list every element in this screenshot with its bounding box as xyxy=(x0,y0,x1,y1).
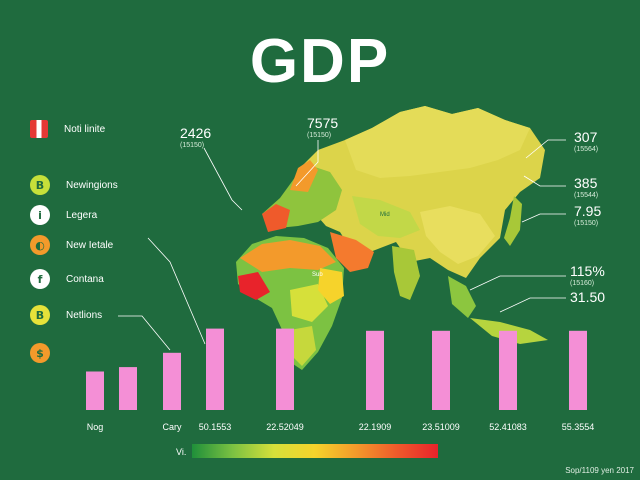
bar-category-label: 52.41083 xyxy=(489,422,527,432)
bar xyxy=(206,328,224,410)
color-scale-label: Vi. xyxy=(176,447,187,457)
india-region xyxy=(392,246,420,300)
legend-item: f Contana xyxy=(30,268,104,290)
legend-item: $ xyxy=(30,342,66,364)
southern-africa-region xyxy=(290,326,316,366)
legend-label: Noti linite xyxy=(64,123,106,135)
japan-region xyxy=(504,196,522,246)
legend-item: B Netlions xyxy=(30,304,102,326)
bar-category-label: 23.51009 xyxy=(422,422,460,432)
leader-line xyxy=(469,275,566,291)
bar-category-label: 50.1553 xyxy=(198,422,232,432)
dollar-icon: $ xyxy=(30,343,50,363)
china-region xyxy=(420,206,495,264)
leader-line xyxy=(521,213,566,223)
middle-east-region xyxy=(330,232,374,272)
callout-sub-text: (15160) xyxy=(570,280,595,287)
callout-sub-text: (15150) xyxy=(180,142,205,149)
bar-category-label: 55.3554 xyxy=(561,422,595,432)
bar-group xyxy=(86,328,587,410)
leader-line xyxy=(499,297,566,313)
callout-sub-text: (15544) xyxy=(574,192,599,199)
color-scale-bar xyxy=(192,444,438,458)
bar xyxy=(276,328,294,410)
bitcoin-icon: B xyxy=(30,305,50,325)
callout-value-text: 7.95 xyxy=(574,203,602,219)
callout-sub-text: (15150) xyxy=(574,220,599,227)
north-africa-region xyxy=(240,240,336,272)
callout-sub-text: (15564) xyxy=(574,146,599,153)
central-africa-region xyxy=(290,284,328,322)
florin-icon: f xyxy=(30,269,50,289)
legend-item: B Newingions xyxy=(30,174,118,196)
callout-value-text: 115% xyxy=(570,263,605,279)
coin-icon: ◐ xyxy=(30,235,50,255)
bar xyxy=(432,330,450,410)
scandinavia-region xyxy=(290,160,318,192)
leader-line xyxy=(203,147,243,211)
bar-category-label: 22.1909 xyxy=(358,422,392,432)
legend-label: Netlions xyxy=(66,309,103,321)
bar xyxy=(499,330,517,410)
east-africa-region xyxy=(318,268,344,304)
source-note: Sop/1109 yen 2017 xyxy=(565,466,634,475)
southeast-asia-region xyxy=(448,276,476,318)
bar xyxy=(86,371,104,410)
callout-value-text: 307 xyxy=(574,129,598,145)
info-icon: i xyxy=(30,205,50,225)
leader-line xyxy=(523,175,566,187)
legend-item: i Legera xyxy=(30,204,97,226)
flag-icon xyxy=(30,120,48,138)
callout-value: 385 (15544) xyxy=(574,176,598,200)
callout-value: 2426 (15150) xyxy=(180,126,211,150)
callout-value: 7575 (15150) xyxy=(307,116,338,140)
callout-value-text: 2426 xyxy=(180,125,212,141)
bar xyxy=(366,330,384,410)
bar xyxy=(569,330,587,410)
bar xyxy=(119,367,137,410)
callout-value: 115% (15160) xyxy=(570,264,605,288)
bar-category-label: 22.52049 xyxy=(266,422,304,432)
leader-line xyxy=(295,140,319,187)
leader-line xyxy=(118,315,171,351)
callout-value: 31.50 xyxy=(570,290,605,305)
legend-label: Legera xyxy=(66,209,98,221)
callout-value: 7.95 (15150) xyxy=(574,204,601,228)
callout-value-text: 385 xyxy=(574,175,598,191)
russia-region xyxy=(345,106,530,178)
legend-item: Noti linite xyxy=(30,118,105,140)
western-europe-region xyxy=(262,204,290,232)
bar-category-label: Cary xyxy=(162,422,182,432)
legend-label: Contana xyxy=(66,273,104,285)
bar-category-label: Nog xyxy=(86,422,104,432)
callout-value-text: 31.50 xyxy=(570,289,606,305)
chart-title: GDP xyxy=(249,27,391,96)
color-scale xyxy=(192,444,438,458)
callout-sub-text: (15150) xyxy=(307,132,332,139)
callout-value-text: 7575 xyxy=(307,115,339,131)
leader-lines xyxy=(118,139,566,351)
bar xyxy=(163,352,181,410)
leader-line xyxy=(147,237,206,345)
leader-line xyxy=(525,139,566,159)
asia-map-label: Mid xyxy=(380,212,390,218)
legend-item: ◐ New Ietale xyxy=(30,234,113,256)
callout-value: 307 (15564) xyxy=(574,130,598,154)
central-asia-region xyxy=(352,196,420,238)
west-africa-region xyxy=(238,272,270,300)
bitcoin-icon: B xyxy=(30,175,50,195)
legend-label: Newingions xyxy=(66,179,118,191)
legend-label: New Ietale xyxy=(66,239,114,251)
africa-map-label: Sub xyxy=(312,272,323,278)
